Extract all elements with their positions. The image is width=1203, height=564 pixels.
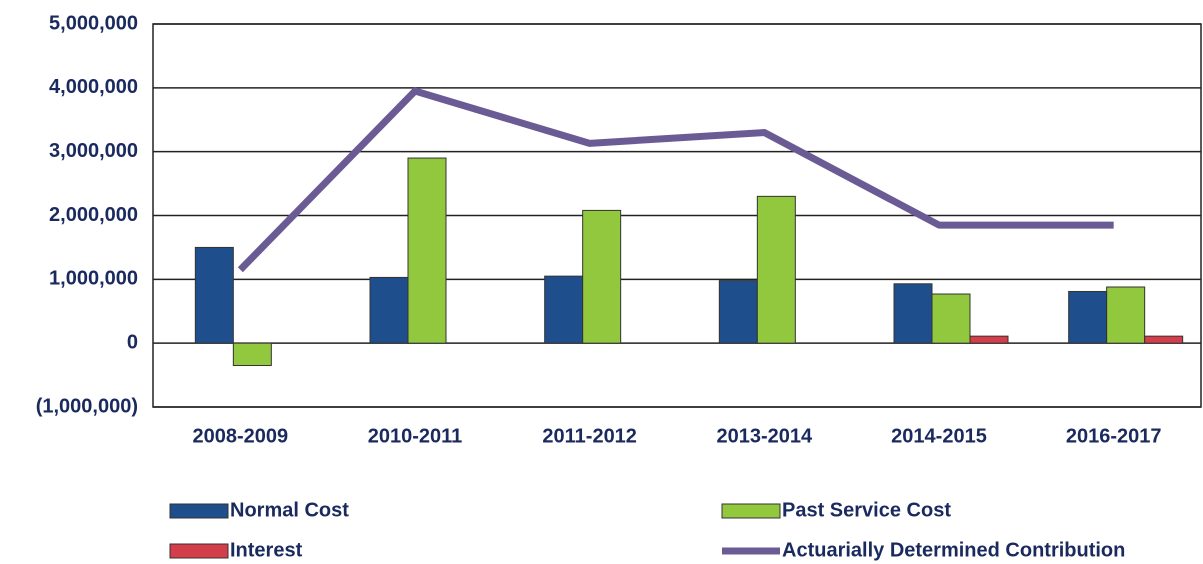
legend-swatch xyxy=(169,503,229,519)
bar xyxy=(1144,335,1184,344)
legend-label: Normal Cost xyxy=(230,499,349,521)
x-tick-label: 2010-2011 xyxy=(368,425,463,447)
line xyxy=(237,87,1114,273)
y-tick-label: 2,000,000 xyxy=(49,204,138,226)
legend-swatch xyxy=(721,503,781,519)
plot-border xyxy=(152,23,1202,408)
bar xyxy=(893,283,933,344)
bar xyxy=(1106,286,1146,344)
bar xyxy=(194,246,234,344)
bar xyxy=(407,157,447,344)
y-tick-label: 3,000,000 xyxy=(49,140,138,162)
bar xyxy=(969,335,1009,344)
bar xyxy=(544,275,584,344)
x-tick-label: 2013-2014 xyxy=(717,425,814,447)
bar xyxy=(1068,290,1108,344)
bar xyxy=(232,342,272,367)
legend-swatch xyxy=(169,543,229,559)
x-tick-label: 2014-2015 xyxy=(891,425,987,447)
bar xyxy=(582,209,622,344)
x-tick-label: 2011-2012 xyxy=(542,425,637,447)
bar xyxy=(756,195,796,344)
bar xyxy=(369,276,409,344)
y-tick-label: 4,000,000 xyxy=(49,76,138,98)
legend-label: Actuarially Determined Contribution xyxy=(782,539,1125,561)
y-tick-label: (1,000,000) xyxy=(36,395,138,417)
x-tick-label: 2016-2017 xyxy=(1066,425,1162,447)
x-tick-label: 2008-2009 xyxy=(193,425,289,447)
bar xyxy=(931,293,971,344)
y-tick-label: 0 xyxy=(127,331,138,353)
legend-label: Interest xyxy=(230,539,303,561)
legend-label: Past Service Cost xyxy=(782,499,951,521)
y-tick-label: 1,000,000 xyxy=(49,268,138,290)
bar xyxy=(718,280,758,344)
y-tick-label: 5,000,000 xyxy=(49,12,138,34)
